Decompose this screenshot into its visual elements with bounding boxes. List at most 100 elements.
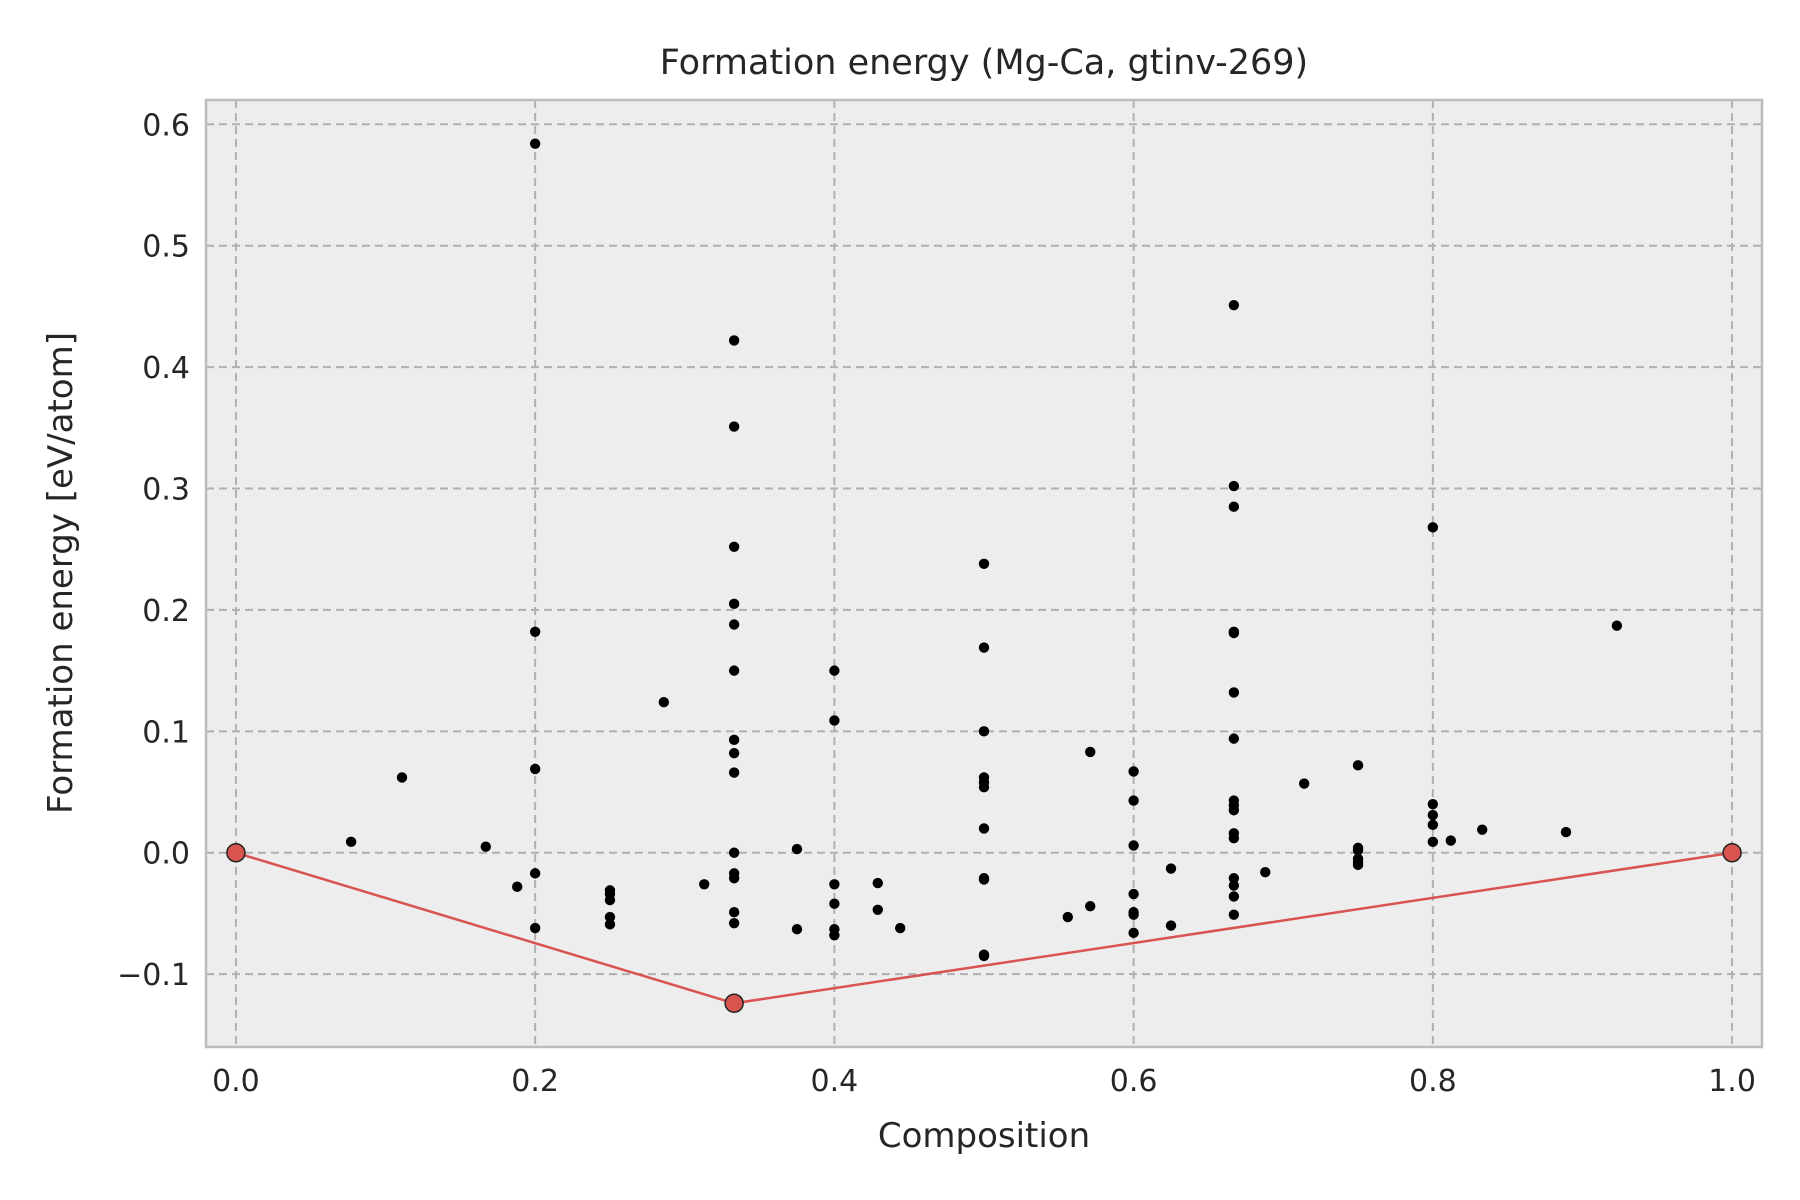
x-axis-title: Composition xyxy=(878,1116,1090,1156)
structure-point xyxy=(728,847,740,858)
structure-point xyxy=(978,874,990,885)
structure-point xyxy=(529,763,541,775)
convex-hull xyxy=(226,842,1742,1014)
structure-point xyxy=(1477,824,1488,835)
structure-point xyxy=(728,598,740,610)
plot-area xyxy=(206,100,1762,1047)
structure-point xyxy=(604,919,616,930)
structure-point xyxy=(1427,836,1439,848)
x-tick-label: 0.2 xyxy=(511,1064,559,1099)
structure-point xyxy=(1228,832,1240,844)
structure-point xyxy=(1352,859,1364,871)
hull-point xyxy=(1722,842,1742,863)
structure-point xyxy=(978,558,990,569)
structure-point xyxy=(978,823,990,834)
x-tick-label: 1.0 xyxy=(1708,1064,1756,1099)
structure-point xyxy=(1228,687,1240,698)
structure-point xyxy=(829,930,840,941)
structure-point xyxy=(1128,909,1139,920)
structure-point xyxy=(1228,480,1240,492)
structure-point xyxy=(699,879,710,890)
y-tick-label: 0.1 xyxy=(142,715,190,750)
structure-point xyxy=(1228,880,1240,891)
hull-point xyxy=(226,842,246,863)
plot-frame xyxy=(204,98,1764,1049)
y-tick-label: 0.4 xyxy=(142,351,190,386)
grid-lines xyxy=(206,100,1762,1047)
structure-point xyxy=(1228,627,1240,639)
structure-point xyxy=(978,781,990,793)
structure-point xyxy=(728,734,740,746)
structure-point xyxy=(978,950,990,962)
structure-point xyxy=(728,619,740,630)
structure-point xyxy=(1427,522,1439,533)
structure-point xyxy=(1128,795,1139,806)
structure-point xyxy=(1128,927,1139,939)
structure-point xyxy=(1128,888,1139,900)
chart-title: Formation energy (Mg-Ca, gtinv-269) xyxy=(660,43,1308,83)
structure-point xyxy=(529,138,541,149)
structure-point xyxy=(1165,920,1177,931)
y-tick-label: 0.3 xyxy=(142,473,190,508)
structure-point xyxy=(396,772,408,783)
structure-point xyxy=(1128,840,1139,851)
structure-point xyxy=(658,696,670,708)
hull-point xyxy=(724,993,744,1014)
structure-point xyxy=(1560,826,1572,838)
structure-point xyxy=(1128,766,1139,777)
structure-point xyxy=(829,879,840,890)
structure-point xyxy=(604,911,616,923)
structure-point xyxy=(529,868,541,879)
y-axis-ticks: −0.1 0.0 0.1 0.2 0.3 0.4 0.5 0.6 xyxy=(117,108,190,993)
structure-point xyxy=(1427,798,1439,810)
structure-point xyxy=(791,924,803,935)
y-tick-label: 0.5 xyxy=(142,230,190,265)
y-tick-label: 0.0 xyxy=(142,837,190,872)
x-axis-ticks: 0.0 0.2 0.4 0.6 0.8 1.0 xyxy=(212,1064,1756,1099)
structure-point xyxy=(1352,845,1364,856)
structure-point xyxy=(829,665,840,676)
structure-point xyxy=(1228,873,1240,884)
structure-point xyxy=(1427,809,1439,821)
y-axis-title: Formation energy [eV/atom] xyxy=(41,332,81,814)
structure-point xyxy=(728,335,740,346)
x-tick-label: 0.6 xyxy=(1110,1064,1158,1099)
structure-point xyxy=(1085,746,1096,758)
structure-point xyxy=(1062,911,1073,923)
x-tick-label: 0.8 xyxy=(1409,1064,1457,1099)
structure-point xyxy=(1427,819,1439,831)
structure-point xyxy=(1228,733,1240,744)
structure-points xyxy=(345,138,1623,962)
x-tick-label: 0.4 xyxy=(811,1064,859,1099)
structure-point xyxy=(872,904,883,916)
structure-point xyxy=(1611,620,1623,631)
structure-point xyxy=(529,922,541,934)
structure-point xyxy=(728,917,740,929)
y-tick-label: −0.1 xyxy=(117,958,190,993)
structure-point xyxy=(604,894,616,906)
x-tick-label: 0.0 xyxy=(212,1064,260,1099)
structure-point xyxy=(1298,778,1310,789)
structure-point xyxy=(1085,900,1096,912)
structure-point xyxy=(728,767,740,778)
structure-point xyxy=(1165,863,1177,874)
structure-point xyxy=(829,715,840,726)
structure-point xyxy=(1445,835,1457,846)
structure-point xyxy=(529,626,541,637)
structure-point xyxy=(728,541,740,552)
structure-point xyxy=(728,747,740,759)
structure-point xyxy=(480,841,491,852)
structure-point xyxy=(1228,891,1240,902)
structure-point xyxy=(872,877,883,889)
structure-point xyxy=(791,843,803,855)
structure-point xyxy=(1260,866,1271,878)
y-tick-label: 0.2 xyxy=(142,594,190,629)
structure-point xyxy=(1352,760,1364,771)
structure-point xyxy=(1228,909,1240,920)
structure-point xyxy=(728,907,740,918)
structure-point xyxy=(1228,299,1240,311)
structure-point xyxy=(345,836,357,848)
structure-point xyxy=(728,873,740,884)
structure-point xyxy=(978,726,990,737)
